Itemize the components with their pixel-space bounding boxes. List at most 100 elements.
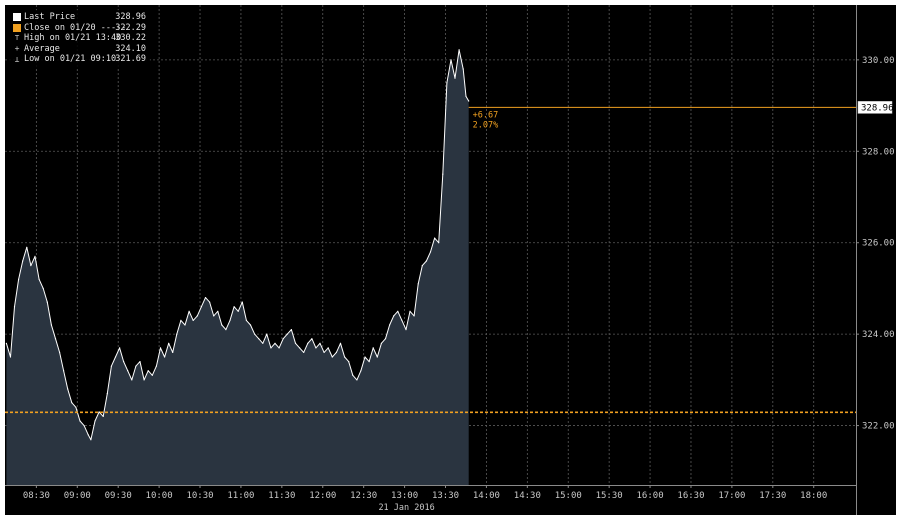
price-point [274,342,276,344]
price-point [106,393,108,395]
legend-value: 328.96 [115,12,146,22]
price-point [409,310,411,312]
price-point [30,265,32,267]
price-point [110,365,112,367]
price-point [319,342,321,344]
price-point [200,306,202,308]
x-tick-label: 17:30 [759,491,786,501]
price-point [380,342,382,344]
price-point [331,356,333,358]
price-point [245,319,247,321]
y-tick-label: 322.00 [862,422,895,432]
price-point [434,237,436,239]
high-marker-icon: ⊤ [14,33,20,43]
price-point [446,82,448,84]
price-point [352,374,354,376]
price-point [339,342,342,344]
x-tick-label: 13:30 [432,491,459,501]
x-tick-label: 14:00 [473,491,500,501]
x-tick-label: 10:00 [146,491,173,501]
change-pct-annotation: 2.07% [473,120,499,130]
legend-label: Close on 01/20 ----- [24,22,127,33]
legend-value: 321.69 [115,54,146,65]
price-point [405,329,407,331]
price-point [335,351,337,353]
legend-value: 330.22 [115,33,146,44]
price-point [311,338,313,340]
price-point [356,379,358,381]
last-price-swatch-icon [13,13,21,22]
price-point [425,260,427,262]
price-point [119,347,121,349]
price-point [413,315,415,317]
average-marker-icon: + [14,44,20,54]
price-point [87,434,89,436]
legend-value: 322.29 [115,22,146,33]
legend-label: Low on 01/21 09:10 [24,54,117,65]
price-point [348,361,350,363]
price-point [94,420,96,422]
price-point [249,324,252,326]
price-point [192,319,194,321]
price-point [401,319,403,321]
low-marker-icon: ⊥ [14,54,20,64]
x-tick-label: 09:30 [105,491,132,501]
price-point [147,370,149,372]
price-point [442,173,444,175]
price-point [131,379,133,381]
x-tick-label: 11:00 [227,491,254,501]
price-point [90,439,92,441]
price-point [468,100,470,102]
price-point [159,347,162,349]
x-tick-label: 16:00 [637,491,664,501]
price-point [278,347,280,349]
price-point [127,370,129,372]
x-tick-label: 17:00 [718,491,745,501]
price-point [286,333,288,335]
price-point [372,347,374,349]
x-tick-label: 11:30 [268,491,295,501]
price-point [114,356,117,358]
price-point [172,351,174,353]
legend-item: ⊤ High on 01/21 13:40 330.22 [13,33,146,44]
price-point [307,342,309,344]
price-point [233,306,235,308]
close-swatch-icon [13,23,21,32]
price-point [465,95,467,97]
price-point [299,347,301,349]
price-point [54,338,57,340]
price-point [327,347,329,349]
x-tick-label: 09:00 [64,491,91,501]
last-price-axis-badge: 328.96 [857,101,894,114]
price-point [217,310,219,312]
price-point [294,342,297,344]
price-point [384,338,387,340]
price-point [266,333,268,335]
price-point [462,68,464,70]
price-point [389,324,391,326]
legend-item: Close on 01/20 ----- 322.29 [13,23,146,34]
price-point [75,406,77,408]
price-point [63,370,65,372]
price-point [38,278,40,280]
price-point [168,342,170,344]
price-point [262,342,264,344]
price-point [135,365,137,367]
price-point [323,351,325,353]
price-point [151,374,153,376]
price-point [429,251,432,253]
price-point [241,301,243,303]
price-point [213,315,215,317]
price-point [458,49,460,51]
price-point [421,265,423,267]
price-point [59,351,61,353]
price-point [344,356,346,358]
price-point [360,370,362,372]
price-point [225,329,227,331]
last-price-badge-text: 328.96 [861,103,894,113]
price-point [139,361,141,363]
x-tick-label: 12:30 [350,491,377,501]
price-point [209,301,211,303]
price-point [454,77,456,79]
price-point [270,347,272,349]
